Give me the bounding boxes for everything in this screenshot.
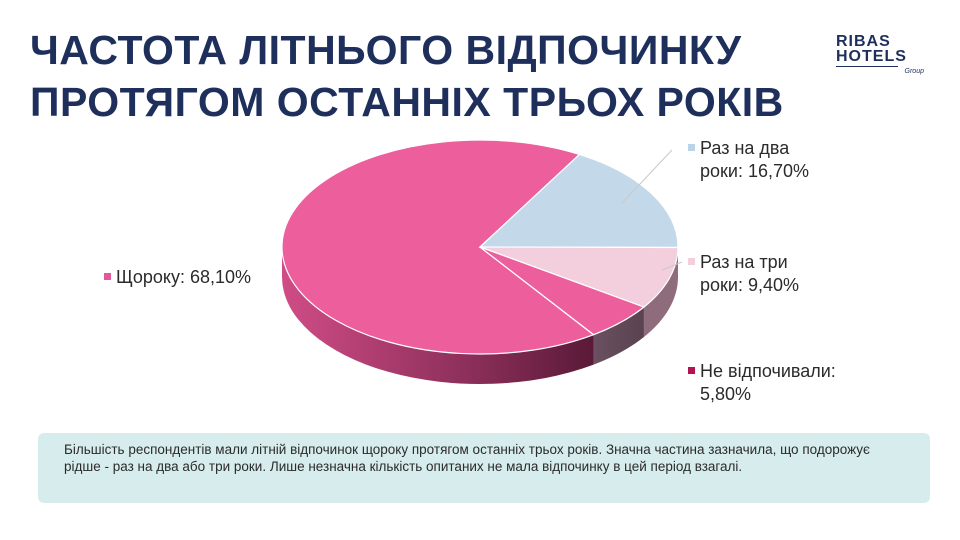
pie-slice-0 [281, 139, 595, 355]
pie-slice-3-top [479, 246, 646, 336]
pie-side-3-0 [593, 307, 644, 365]
logo-line-3: Group [904, 68, 924, 75]
legend-swatch-2 [688, 258, 695, 265]
slice-label-1-line-0: Раз на два [700, 138, 790, 158]
title-line-1: ЧАСТОТА ЛІТНЬОГО ВІДПОЧИНКУ [30, 27, 742, 73]
title-line-2: ПРОТЯГОМ ОСТАННІХ ТРЬОХ РОКІВ [30, 79, 784, 125]
slice-label-1-line-1: роки: 16,70% [700, 161, 809, 181]
pie-top-faces [281, 139, 679, 355]
summary-note: Більшість респондентів мали літній відпо… [38, 433, 930, 503]
page-title: ЧАСТОТА ЛІТНЬОГО ВІДПОЧИНКУ ПРОТЯГОМ ОСТ… [30, 24, 810, 128]
legend-swatch-0 [104, 273, 111, 280]
pie-labels: Щороку: 68,10% Раз на два роки: 16,70% Раз … [104, 138, 836, 404]
pie-slice-1 [478, 153, 679, 249]
slice-label-2-line-0: Раз на три [700, 252, 788, 272]
logo-rule [836, 66, 898, 67]
pie-slice-2 [479, 246, 679, 308]
ribas-hotels-logo: RIBAS HOTELS Group [836, 34, 928, 76]
slice-label-3-line-0: Не відпочивали: [700, 361, 836, 381]
leader-lines [621, 149, 683, 271]
leader-line-0 [621, 149, 673, 204]
leader-line-1 [661, 261, 683, 271]
pie-chart: Щороку: 68,10% Раз на два роки: 16,70% Раз … [104, 138, 836, 404]
slice-label-3-line-1: 5,80% [700, 384, 751, 404]
legend-swatch-3 [688, 367, 695, 374]
logo-line-2: HOTELS [836, 48, 907, 65]
pie-side-0-0 [282, 247, 594, 384]
slice-label-2-line-1: роки: 9,40% [700, 275, 799, 295]
slice-label-0-line-0: Щороку: 68,10% [116, 267, 251, 287]
summary-text: Більшість респондентів мали літній відпо… [64, 442, 870, 474]
logo-line-1: RIBAS [836, 33, 891, 50]
legend-swatch-1 [688, 144, 695, 151]
pie-side-2-0 [643, 247, 678, 338]
